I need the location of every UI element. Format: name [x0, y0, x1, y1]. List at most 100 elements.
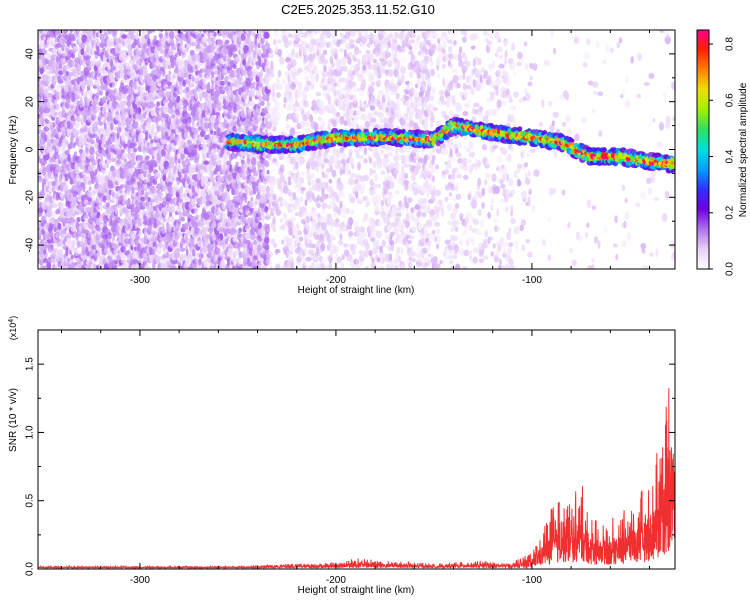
spectrogram-noise-cell — [75, 221, 80, 230]
spectrogram-noise-cell — [348, 148, 353, 157]
spectrogram-noise-cell — [348, 236, 354, 241]
spectrogram-noise-cell — [160, 30, 164, 33]
spectrogram-noise-cell — [75, 64, 82, 72]
spectrogram-noise-cell — [66, 236, 72, 244]
spectrogram-noise-cell — [303, 54, 309, 63]
spectrogram-noise-cell — [351, 163, 355, 170]
spectrogram-noise-cell — [133, 246, 137, 251]
spectrogram-noise-cell — [38, 30, 44, 34]
spectrogram-noise-cell — [288, 90, 293, 98]
spectrogram-noise-cell — [277, 48, 282, 58]
spectrogram-noise-cell — [300, 186, 306, 192]
spectrogram-noise-cell — [357, 199, 364, 205]
spectrogram-noise-cell — [310, 262, 316, 268]
spectrogram-noise-cell — [333, 245, 339, 253]
spectrogram-noise-cell — [160, 264, 166, 269]
spectrogram-noise-cell — [172, 184, 179, 192]
spectrogram-noise-cell — [167, 101, 174, 110]
spectrogram-noise-cell — [147, 266, 151, 269]
spectrogram-noise-cell — [271, 182, 275, 192]
spectrogram-noise-cell — [39, 41, 45, 48]
spectrogram-noise-cell — [257, 102, 261, 109]
spectrogram-noise-cell — [53, 248, 60, 257]
spectrogram-noise-cell — [283, 212, 287, 220]
spectrogram-noise-cell — [124, 84, 130, 92]
spectrogram-noise-cell — [310, 74, 316, 83]
spectrogram-noise-cell — [121, 133, 126, 142]
spectrogram-noise-cell — [157, 258, 161, 265]
spectrogram-noise-cell — [299, 242, 304, 248]
spectrogram-noise-cell — [42, 258, 49, 264]
spectrogram-noise-cell — [263, 244, 270, 251]
spectrogram-noise-cell — [114, 206, 118, 215]
spectrogram-noise-cell — [112, 235, 115, 243]
spectrogram-noise-cell — [69, 218, 77, 223]
spectrogram-noise-cell — [146, 120, 152, 129]
spectrogram-noise-cell — [111, 30, 118, 35]
spectrogram-noise-cell — [103, 30, 107, 35]
spectrogram-noise-cell — [328, 178, 333, 184]
spectrogram-noise-cell — [59, 62, 63, 70]
spectrogram-noise-cell — [105, 202, 110, 208]
spectrogram-noise-cell — [275, 263, 281, 269]
spectrogram-noise-cell — [58, 222, 62, 230]
spectrogram-noise-cell — [150, 138, 154, 144]
spectrogram-noise-cell — [168, 70, 172, 75]
spectrogram-noise-cell — [110, 157, 117, 163]
spectrogram-noise-cell — [326, 204, 333, 210]
spectrogram-noise-cell — [181, 127, 186, 136]
spectrogram-noise-cell — [260, 184, 267, 192]
spectrogram-noise-cell — [308, 239, 313, 244]
spectrogram-noise-cell — [123, 158, 128, 163]
spectrogram-noise-cell — [54, 98, 58, 106]
spectrogram-noise-cell — [250, 196, 254, 202]
spectrogram-noise-cell — [154, 255, 160, 260]
spectrogram-noise-cell — [300, 171, 307, 176]
spectrogram-noise-cell — [327, 86, 332, 93]
spectrogram-noise-cell — [305, 256, 312, 262]
spectrogram-noise-cell — [296, 89, 302, 98]
spectrogram-noise-cell — [132, 120, 139, 129]
spectrogram-noise-cell — [185, 156, 189, 162]
spectrogram-noise-cell — [318, 149, 322, 157]
spectrogram-noise-cell — [172, 123, 176, 131]
spectrogram-noise-cell — [318, 116, 322, 122]
spectrogram-noise-cell — [107, 151, 112, 161]
spectrogram-noise-cell — [203, 143, 207, 151]
spectrogram-noise-cell — [342, 243, 350, 248]
spectrogram-noise-cell — [178, 85, 183, 93]
spectrogram-noise-cell — [98, 90, 103, 96]
spectrogram-noise-cell — [319, 216, 327, 221]
spectrogram-noise-cell — [237, 75, 243, 82]
spectrogram-noise-cell — [55, 30, 62, 35]
spectrogram-noise-cell — [339, 233, 343, 240]
spectrogram-noise-cell — [297, 230, 302, 236]
spectrogram-noise-cell — [249, 241, 254, 248]
spectrogram-noise-cell — [101, 242, 106, 251]
spectrogram-noise-cell — [81, 80, 86, 90]
spectrogram-noise-cell — [216, 39, 224, 46]
spectrogram-noise-cell — [321, 202, 328, 209]
spectrogram-noise-cell — [217, 157, 223, 164]
spectrogram-noise-cell — [303, 246, 308, 255]
spectrogram-noise-cell — [134, 205, 141, 214]
spectrogram-noise-cell — [110, 65, 117, 71]
spectrogram-noise-cell — [119, 177, 126, 183]
spectrogram-noise-cell — [54, 68, 61, 77]
spectrogram-noise-cell — [118, 148, 123, 155]
spectrogram-noise-cell — [275, 203, 280, 212]
spectrogram-noise-cell — [275, 111, 282, 121]
spectrogram-noise-cell — [89, 153, 95, 161]
spectrogram-noise-cell — [116, 178, 121, 185]
spectrogram-noise-cell — [355, 110, 362, 115]
spectrogram-noise-cell — [210, 174, 215, 183]
spectrogram-noise-cell — [331, 169, 337, 178]
spectrogram-noise-cell — [38, 175, 42, 183]
spectrogram-noise-cell — [48, 92, 54, 99]
spectrogram-noise-cell — [70, 254, 74, 260]
spectrogram-noise-cell — [92, 100, 97, 110]
spectrogram-noise-cell — [86, 90, 93, 96]
spectrogram-noise-cell — [140, 241, 145, 248]
